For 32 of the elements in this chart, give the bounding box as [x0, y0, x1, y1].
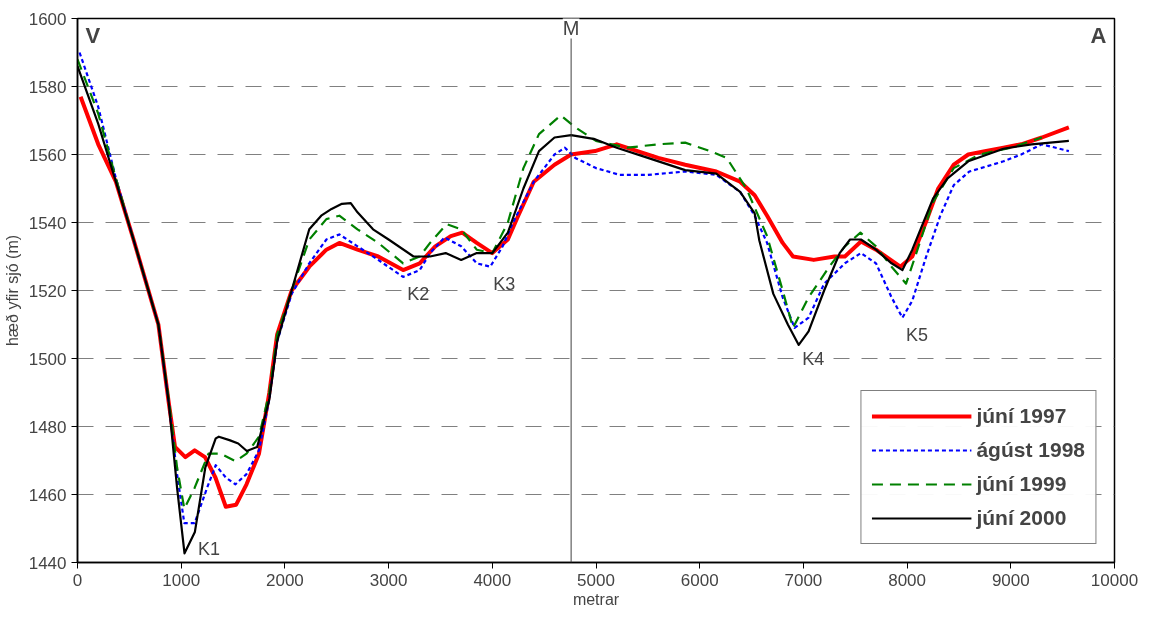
legend-label: ágúst 1998 [976, 437, 1085, 463]
legend-label: júní 1997 [976, 403, 1067, 429]
y-tick-label: 1560 [28, 145, 67, 165]
x-tick-label: 3000 [369, 570, 408, 590]
x-tick-label: 7000 [784, 570, 823, 590]
annotation: K5 [905, 324, 928, 345]
y-tick-label: 1460 [28, 485, 67, 505]
annotation: A [1090, 22, 1107, 48]
legend-label: júní 1999 [976, 471, 1067, 497]
annotation: V [85, 22, 101, 48]
annotation: K3 [493, 273, 516, 294]
x-tick-label: 5000 [577, 570, 615, 590]
y-tick-label: 1480 [28, 417, 67, 437]
ref-line-label: M [562, 16, 580, 39]
x-axis-title: metrar [572, 590, 620, 608]
y-tick-label: 1500 [28, 349, 67, 369]
x-tick-label: 0 [72, 570, 83, 590]
x-tick-label: 10000 [1090, 570, 1139, 590]
y-tick-label: 1440 [28, 553, 67, 573]
y-tick-label: 1540 [28, 213, 67, 233]
x-tick-label: 6000 [680, 570, 719, 590]
annotation: K1 [197, 538, 220, 559]
y-tick-label: 1520 [28, 281, 67, 301]
y-axis-title: hæð yfir sjó (m) [3, 234, 21, 347]
x-tick-label: 8000 [888, 570, 927, 590]
x-tick-label: 4000 [473, 570, 512, 590]
y-tick-label: 1600 [28, 9, 67, 29]
y-tick-label: 1580 [28, 77, 67, 97]
x-tick-label: 9000 [991, 570, 1030, 590]
x-tick-label: 1000 [162, 570, 201, 590]
legend-label: júní 2000 [976, 505, 1067, 531]
x-tick-label: 2000 [265, 570, 304, 590]
